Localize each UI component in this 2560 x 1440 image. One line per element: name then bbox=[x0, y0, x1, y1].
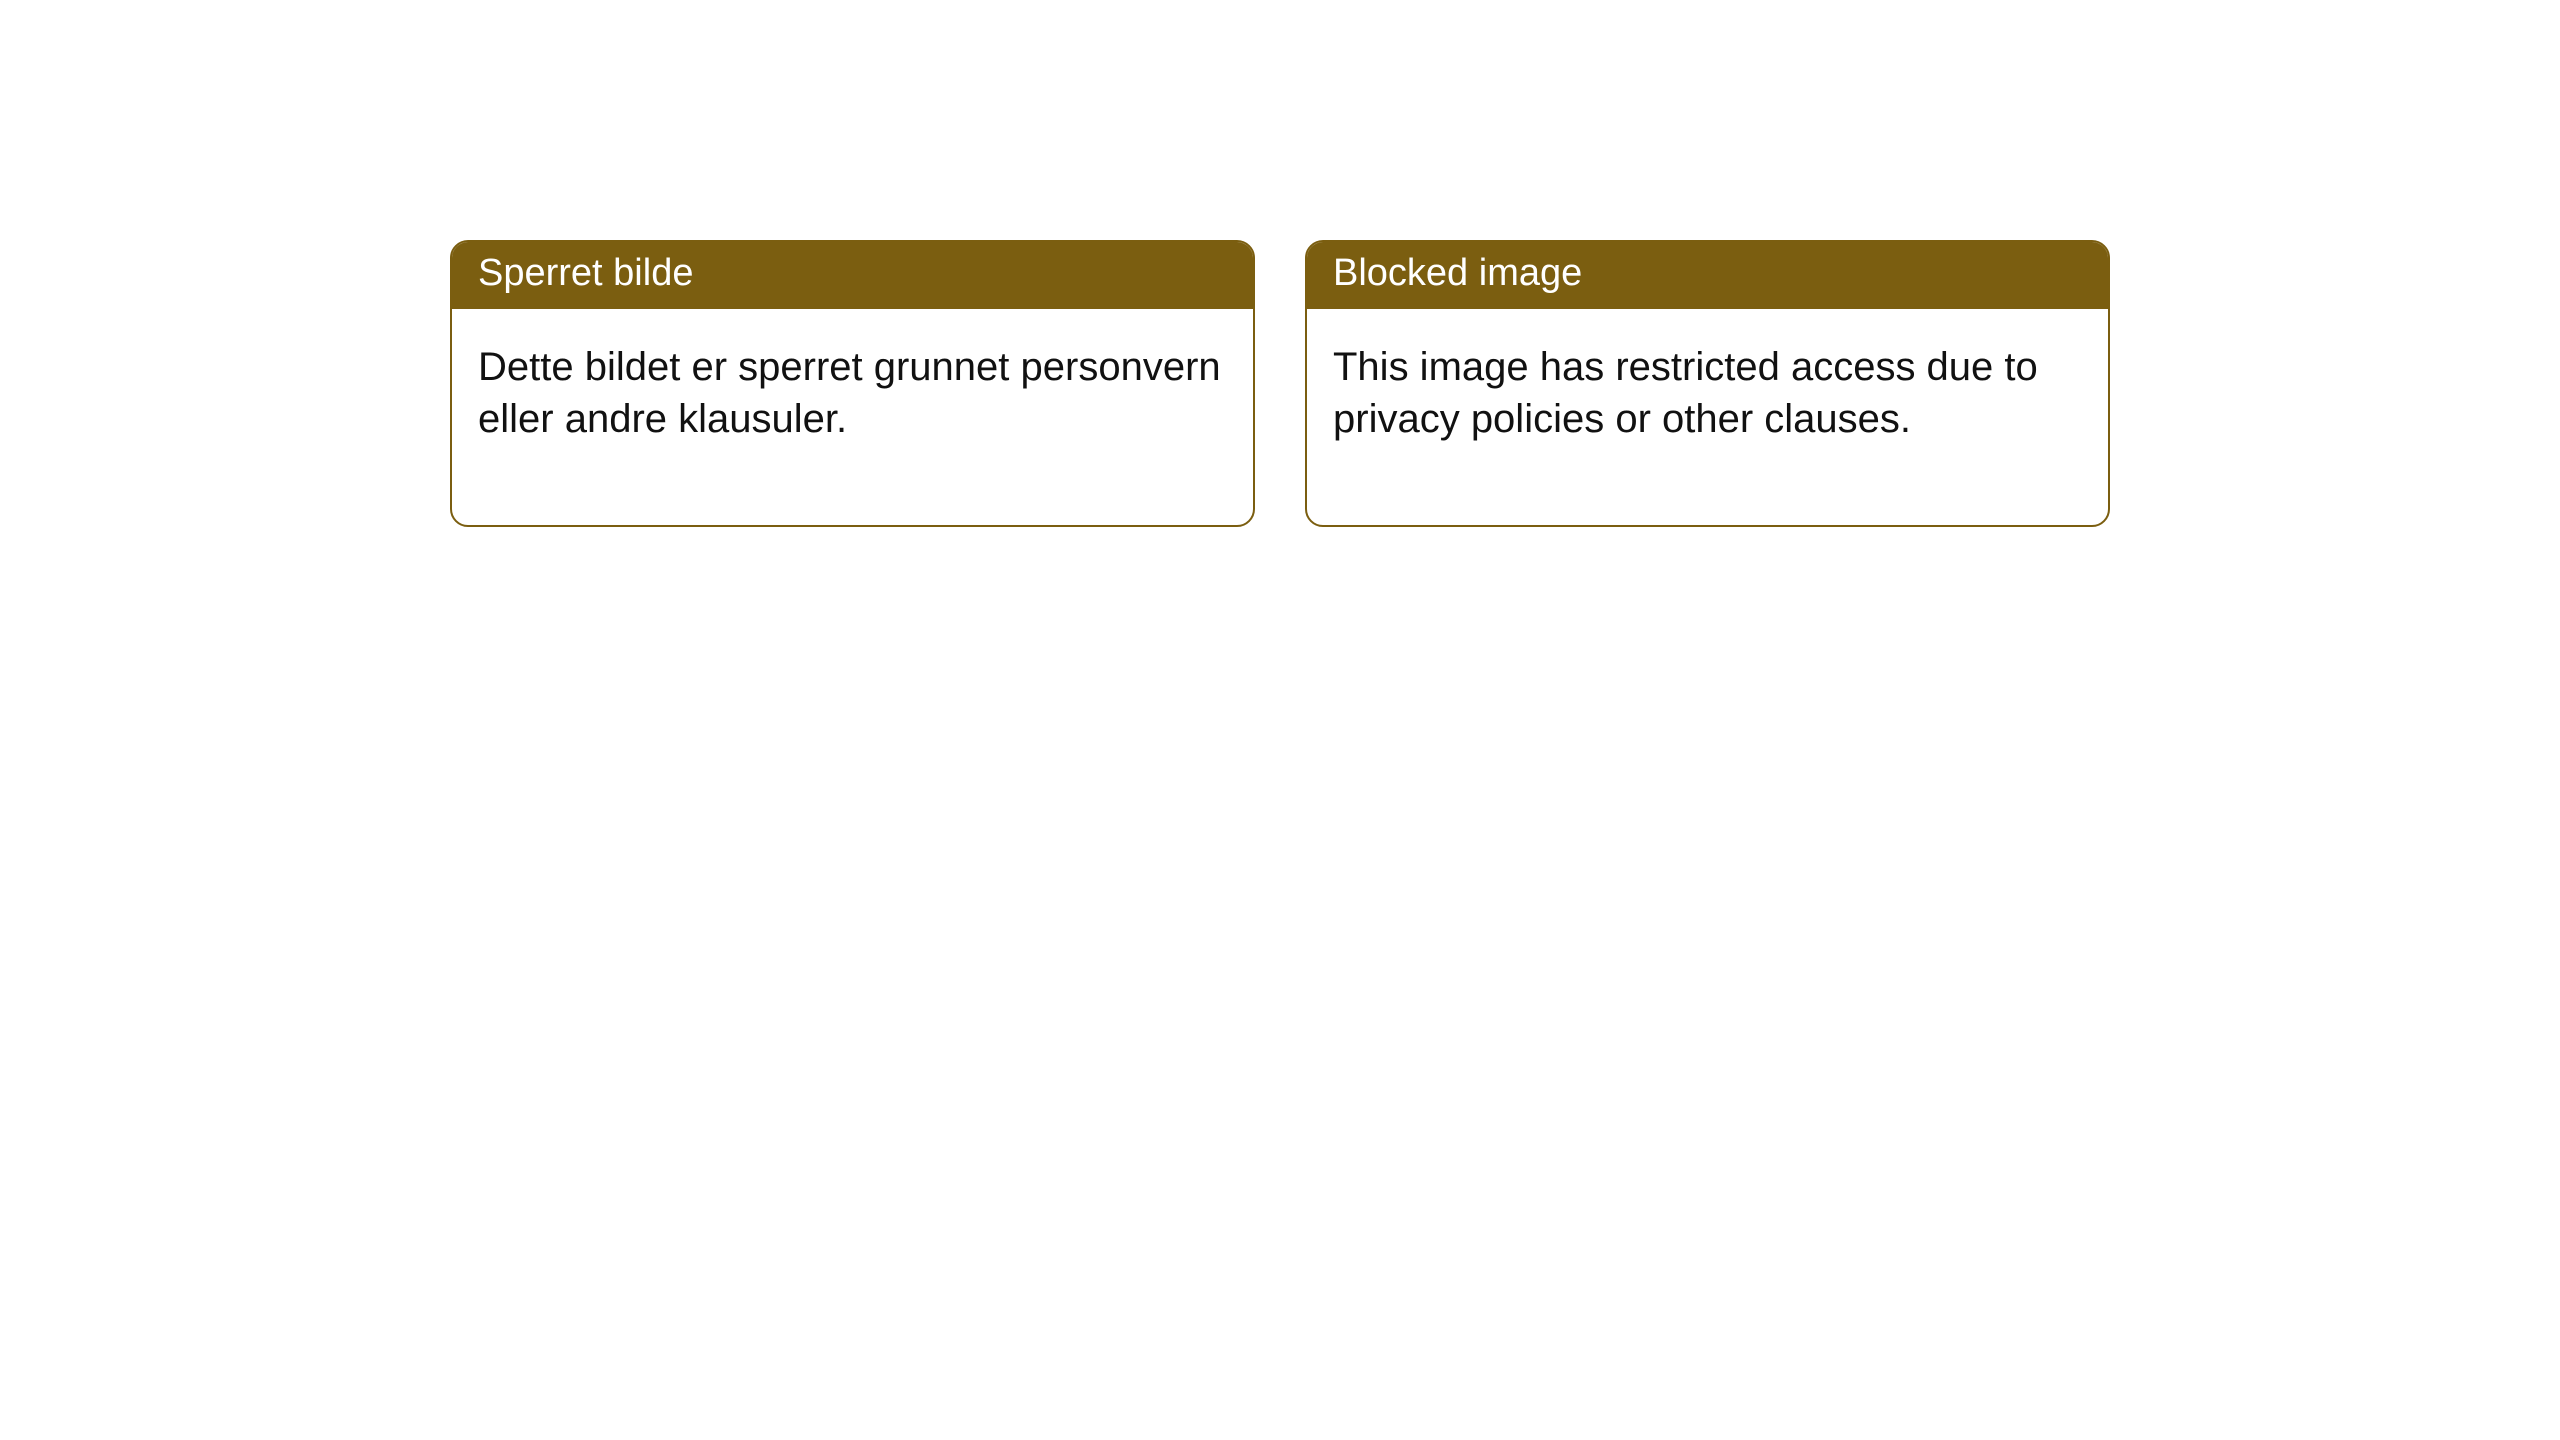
notice-header: Blocked image bbox=[1307, 242, 2108, 309]
notice-body-text: This image has restricted access due to … bbox=[1333, 345, 2038, 441]
notice-header: Sperret bilde bbox=[452, 242, 1253, 309]
notice-container: Sperret bilde Dette bildet er sperret gr… bbox=[0, 0, 2560, 527]
notice-body-text: Dette bildet er sperret grunnet personve… bbox=[478, 345, 1221, 441]
notice-body: This image has restricted access due to … bbox=[1307, 309, 2108, 525]
notice-box-english: Blocked image This image has restricted … bbox=[1305, 240, 2110, 527]
notice-title: Blocked image bbox=[1333, 252, 1582, 294]
notice-title: Sperret bilde bbox=[478, 252, 693, 294]
notice-body: Dette bildet er sperret grunnet personve… bbox=[452, 309, 1253, 525]
notice-box-norwegian: Sperret bilde Dette bildet er sperret gr… bbox=[450, 240, 1255, 527]
